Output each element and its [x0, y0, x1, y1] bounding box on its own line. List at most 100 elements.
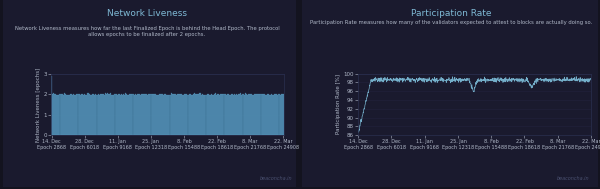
Bar	[166, 95, 167, 135]
Bar	[271, 94, 272, 135]
Bar	[118, 94, 119, 135]
Bar	[85, 95, 86, 135]
Bar	[273, 95, 274, 135]
Bar	[196, 94, 197, 135]
Bar	[120, 94, 121, 135]
Bar	[201, 94, 202, 135]
Bar	[71, 94, 72, 135]
Bar	[100, 94, 101, 135]
Bar	[64, 93, 65, 135]
Bar	[283, 94, 284, 135]
Bar	[115, 94, 116, 135]
Text: beaconcha.in: beaconcha.in	[260, 177, 292, 181]
Bar	[182, 95, 183, 135]
Bar	[200, 93, 201, 135]
Bar	[181, 94, 182, 135]
Bar	[170, 94, 172, 135]
Bar	[151, 94, 152, 135]
Bar	[203, 94, 205, 135]
Bar	[180, 94, 181, 135]
Bar	[252, 95, 253, 135]
Bar	[121, 94, 122, 135]
Bar	[119, 94, 120, 135]
Bar	[245, 94, 247, 135]
Bar	[191, 95, 192, 135]
Bar	[262, 94, 263, 135]
Bar	[260, 94, 262, 135]
Bar	[77, 94, 79, 135]
Bar	[134, 94, 136, 135]
Bar	[87, 93, 88, 135]
Bar	[56, 95, 58, 135]
Bar	[236, 94, 237, 135]
Bar	[157, 95, 158, 135]
Bar	[147, 95, 148, 135]
Bar	[274, 94, 275, 135]
Bar	[110, 94, 112, 135]
Bar	[89, 94, 90, 135]
Bar	[94, 95, 95, 135]
Bar	[105, 93, 106, 135]
Bar	[205, 95, 206, 135]
Bar	[79, 94, 80, 135]
Bar	[269, 95, 270, 135]
Bar	[65, 94, 66, 135]
Bar	[211, 94, 212, 135]
Bar	[83, 95, 84, 135]
Bar	[143, 94, 144, 135]
Bar	[242, 94, 244, 135]
Bar	[188, 94, 190, 135]
Bar	[244, 95, 245, 135]
Bar	[221, 94, 223, 135]
Bar	[127, 95, 128, 135]
Bar	[267, 94, 268, 135]
Bar	[178, 94, 179, 135]
Bar	[97, 95, 98, 135]
Bar	[184, 94, 185, 135]
Bar	[226, 95, 227, 135]
Bar	[233, 95, 234, 135]
Bar	[254, 94, 255, 135]
Bar	[152, 94, 154, 135]
Bar	[80, 94, 82, 135]
Bar	[86, 95, 87, 135]
Bar	[128, 95, 129, 135]
Bar	[169, 95, 170, 135]
Bar	[231, 94, 232, 135]
Bar	[209, 94, 211, 135]
Bar	[133, 94, 134, 135]
Bar	[55, 94, 56, 135]
Bar	[62, 95, 64, 135]
Bar	[164, 94, 165, 135]
Bar	[148, 94, 149, 135]
Bar	[232, 94, 233, 135]
Bar	[125, 93, 126, 135]
Bar	[146, 94, 147, 135]
Bar	[187, 95, 188, 135]
Bar	[176, 95, 177, 135]
Bar	[108, 94, 109, 135]
Bar	[158, 95, 159, 135]
Bar	[199, 93, 200, 135]
Bar	[259, 94, 260, 135]
Bar	[257, 94, 259, 135]
Bar	[281, 94, 283, 135]
Bar	[66, 95, 67, 135]
Bar	[192, 95, 193, 135]
Bar	[72, 94, 73, 135]
Bar	[172, 94, 173, 135]
Bar	[74, 95, 76, 135]
Bar	[116, 94, 118, 135]
Bar	[68, 95, 69, 135]
Bar	[142, 94, 143, 135]
Bar	[190, 94, 191, 135]
Bar	[102, 94, 103, 135]
Bar	[179, 94, 180, 135]
Bar	[163, 95, 164, 135]
Bar	[277, 95, 278, 135]
Bar	[76, 94, 77, 135]
Bar	[161, 94, 162, 135]
Bar	[154, 94, 155, 135]
Bar	[174, 94, 175, 135]
Bar	[91, 95, 92, 135]
